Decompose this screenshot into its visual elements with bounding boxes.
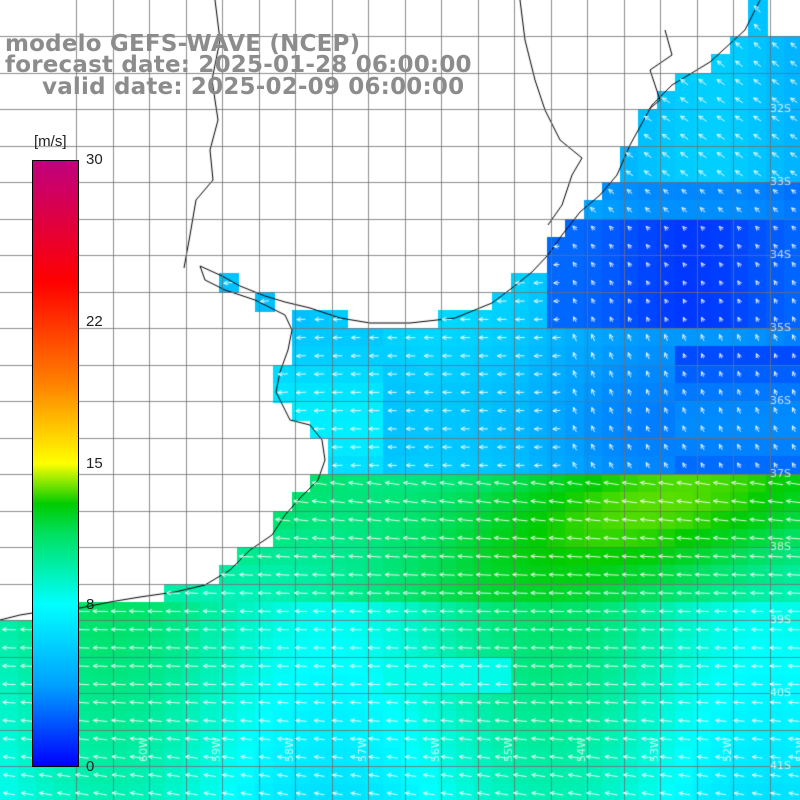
colorbar-tick: 0: [86, 758, 95, 775]
colorbar-unit: [m/s]: [34, 133, 67, 150]
valid-date: valid date: 2025-02-09 06:00:00: [42, 74, 465, 100]
colorbar-tick: 15: [86, 455, 103, 472]
model-title: modelo GEFS-WAVE (NCEP): [5, 31, 361, 57]
colorbar-tick: 22: [86, 313, 103, 330]
forecast-date: forecast date: 2025-01-28 06:00:00: [5, 52, 472, 78]
colorbar-tick: 30: [86, 151, 103, 168]
colorbar-gradient: [32, 160, 79, 767]
colorbar-tick: 8: [86, 596, 95, 613]
